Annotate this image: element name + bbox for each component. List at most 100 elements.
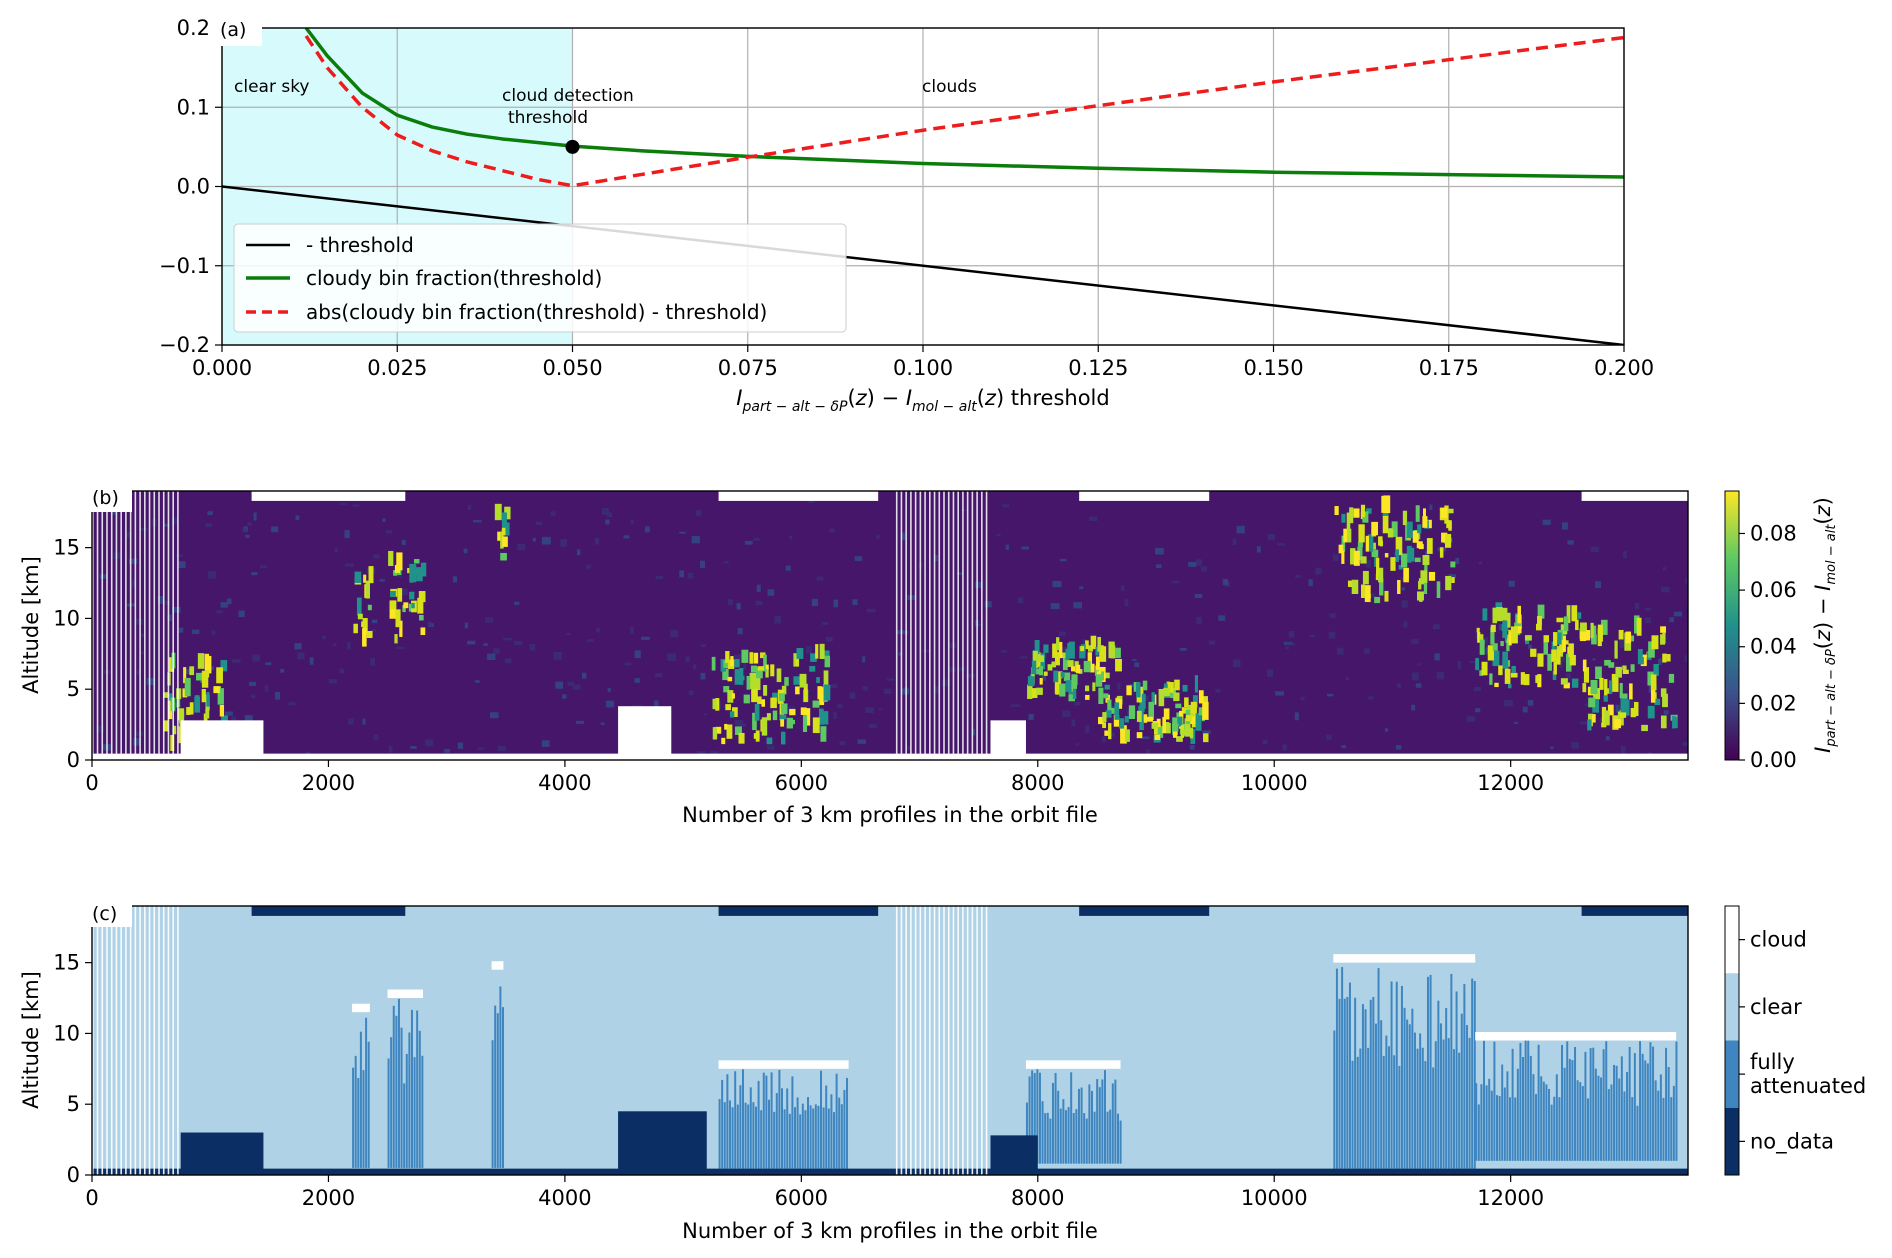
noise-cell — [1295, 574, 1301, 578]
cloud-cell — [1563, 616, 1569, 632]
attenuated-column — [718, 1099, 721, 1169]
cloud-cell — [1148, 701, 1155, 721]
cloud-cell — [770, 664, 775, 677]
noise-cell — [1071, 719, 1075, 727]
cloud-cell — [1569, 654, 1576, 666]
noise-cell — [1005, 544, 1010, 550]
cloud-cell — [1501, 607, 1508, 621]
no-data-top-strip — [718, 491, 879, 501]
noise-cell — [532, 537, 536, 542]
cloud-cap — [1333, 954, 1476, 963]
noise-cell — [933, 685, 940, 694]
noise-cell — [231, 716, 237, 723]
series-line-0 — [222, 185, 1624, 345]
cloud-cell — [1588, 697, 1596, 708]
cloud-cell — [1376, 557, 1380, 575]
x-tick-label: 0 — [85, 1186, 98, 1210]
noise-cell — [244, 715, 253, 724]
panel-b-frame — [91, 490, 1689, 761]
noise-cell — [396, 646, 405, 650]
sparse-profile-gap — [947, 906, 950, 1175]
noise-cell — [1368, 696, 1374, 700]
cloud-cell — [1494, 682, 1499, 688]
cloud-cell — [1142, 680, 1148, 691]
noise-cell — [641, 636, 650, 640]
noise-cell — [884, 688, 892, 695]
y-tick-label: 15 — [53, 536, 80, 560]
panel-a-threshold-plot: 0.000 0.025 0.050 0.075 0.100 0.125 0.150 0.175… — [159, 14, 1654, 415]
panel-c-ylabel: Altitude [km] — [19, 971, 43, 1109]
sparse-profile-gap — [129, 906, 132, 1175]
cloud-cell — [1034, 640, 1040, 655]
no-data-region — [1581, 906, 1688, 916]
cloud-cell — [1124, 715, 1129, 723]
sparse-profile-gap — [895, 491, 898, 760]
legend-label-cloudy-fraction: cloudy bin fraction(threshold) — [306, 266, 602, 290]
noise-cell — [128, 558, 138, 564]
cloud-cell — [1185, 715, 1193, 722]
cloud-cell — [1451, 577, 1455, 583]
cloud-cell — [743, 694, 750, 704]
sparse-profile-gap — [158, 906, 160, 1175]
sparse-profile-gap — [924, 491, 926, 760]
attenuated-column — [1434, 1041, 1437, 1169]
cloud-cell — [1653, 663, 1659, 676]
cloud-cell — [1043, 644, 1049, 653]
no-data-region — [92, 1168, 1688, 1175]
noise-cell — [425, 739, 434, 747]
attenuated-column — [822, 1107, 825, 1169]
noise-cell — [1395, 745, 1402, 750]
cloud-cell — [183, 667, 187, 684]
noise-cell — [132, 579, 136, 588]
cloud-cell — [1604, 659, 1611, 666]
noise-cell — [1542, 519, 1551, 525]
attenuated-column — [1636, 1105, 1639, 1161]
noise-cell — [467, 640, 476, 645]
cloud-cell — [1426, 519, 1432, 529]
cloud-cell — [1115, 658, 1122, 672]
noise-cell — [654, 673, 663, 678]
attenuated-column — [1509, 1097, 1512, 1161]
cloud-cell — [763, 684, 768, 696]
attenuated-column — [749, 1087, 752, 1169]
cloud-cell — [1156, 718, 1161, 728]
x-tick-label: 4000 — [538, 1186, 591, 1210]
cloud-cell — [1035, 668, 1042, 675]
cloud-cell — [1189, 727, 1194, 739]
sparse-profile-gap — [919, 906, 922, 1175]
x-tick-label: 6000 — [775, 1186, 828, 1210]
noise-cell — [957, 667, 966, 672]
cloud-cell — [389, 602, 396, 619]
no-data-region — [180, 720, 264, 760]
sparse-profile-gap — [96, 906, 99, 1175]
attenuated-column — [827, 1108, 830, 1169]
cloud-cell — [1136, 682, 1141, 698]
sparse-profile-gap — [106, 906, 108, 1175]
cloud-cell — [1071, 674, 1078, 689]
attenuated-column — [1413, 1032, 1416, 1169]
attenuated-column — [1540, 1076, 1543, 1161]
noise-cell — [566, 633, 571, 636]
annotation-clouds: clouds — [922, 77, 977, 97]
noise-cell — [886, 678, 894, 681]
cloud-cell — [1175, 703, 1182, 709]
cloud-cell — [1163, 708, 1170, 720]
noise-cell — [1050, 603, 1060, 610]
attenuated-column — [1390, 981, 1393, 1169]
noise-cell — [1592, 658, 1596, 661]
sparse-profile-gap — [981, 491, 983, 760]
attenuated-column — [501, 1007, 504, 1168]
attenuated-column — [1062, 1099, 1065, 1164]
cloud-cell — [1098, 687, 1104, 705]
cloud-cell — [409, 591, 415, 600]
noise-cell — [865, 707, 874, 714]
noise-cell — [1256, 546, 1261, 553]
attenuated-column — [1615, 1065, 1618, 1161]
cloud-cell — [1507, 683, 1512, 689]
cloud-cell — [1163, 687, 1170, 697]
sparse-profile-gap — [144, 906, 146, 1175]
noise-cell — [1326, 693, 1334, 697]
noise-cell — [854, 556, 863, 561]
panel-c-xlabel: Number of 3 km profiles in the orbit fil… — [682, 1219, 1098, 1243]
sparse-profile-gap — [957, 491, 959, 760]
